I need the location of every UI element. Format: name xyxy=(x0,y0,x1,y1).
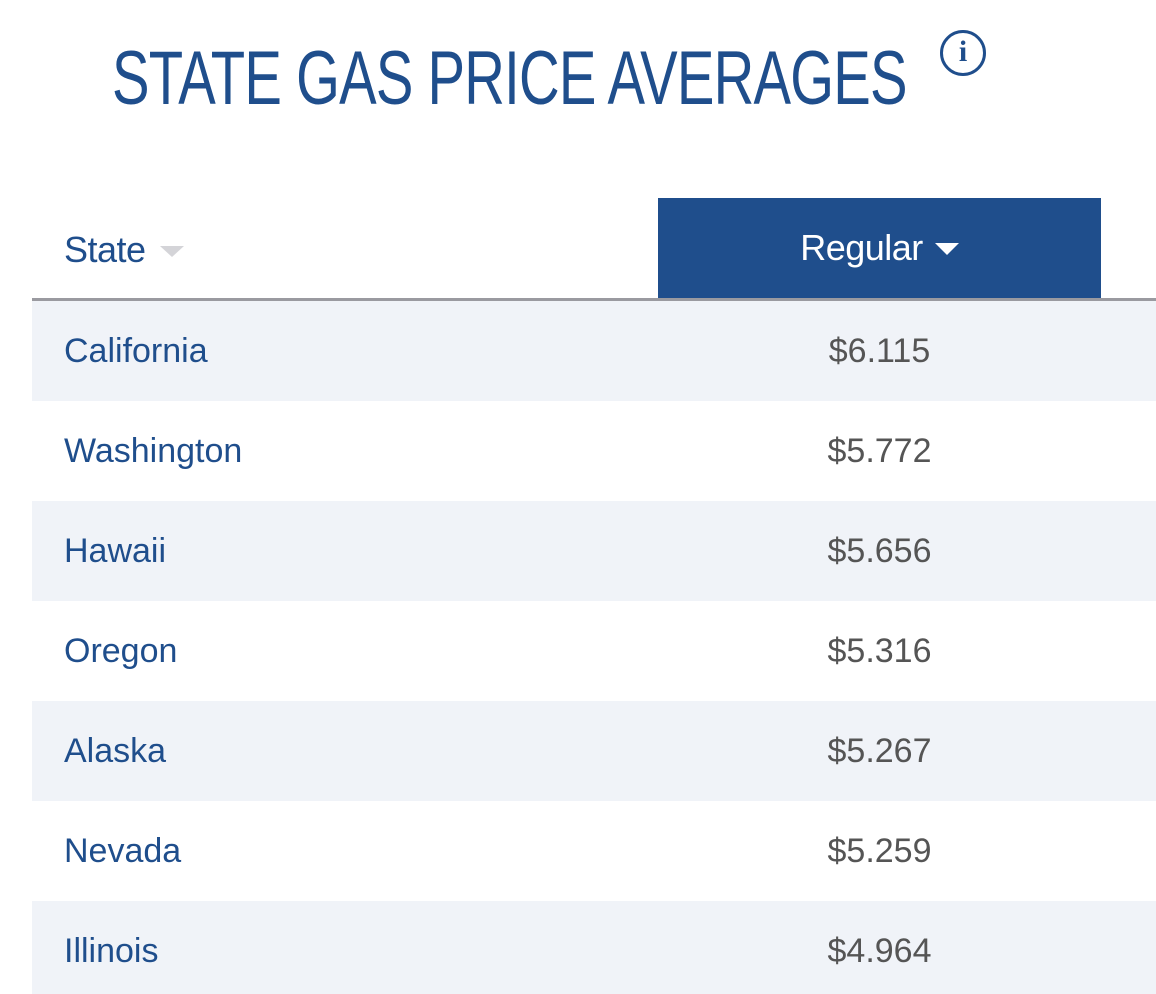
gas-price-table: State Regular California $6.115 Washingt… xyxy=(32,198,1156,994)
column-header-state-label: State xyxy=(64,229,146,270)
state-link[interactable]: Washington xyxy=(64,432,243,470)
regular-price: $4.964 xyxy=(827,932,932,970)
column-header-regular-label: Regular xyxy=(800,227,923,268)
state-link[interactable]: Illinois xyxy=(64,932,159,970)
table-row: Illinois $4.964 xyxy=(32,901,1156,994)
page-title-wrap: STATE GAS PRICE AVERAGES xyxy=(112,34,1156,124)
info-icon[interactable]: i xyxy=(940,30,986,76)
table-row: California $6.115 xyxy=(32,301,1156,401)
regular-price: $5.772 xyxy=(827,432,932,470)
regular-price: $5.259 xyxy=(827,832,932,870)
state-link[interactable]: California xyxy=(64,332,208,370)
regular-price: $5.316 xyxy=(827,632,932,670)
regular-price: $5.267 xyxy=(827,732,932,770)
column-header-regular[interactable]: Regular xyxy=(658,198,1101,298)
sort-caret-down-icon xyxy=(934,243,959,255)
regular-price: $5.656 xyxy=(827,532,932,570)
table-row: Washington $5.772 xyxy=(32,401,1156,501)
state-link[interactable]: Alaska xyxy=(64,732,167,770)
state-link[interactable]: Hawaii xyxy=(64,532,167,570)
state-link[interactable]: Nevada xyxy=(64,832,182,870)
regular-price: $6.115 xyxy=(828,332,931,370)
sort-caret-down-icon xyxy=(159,245,184,257)
table-row: Hawaii $5.656 xyxy=(32,501,1156,601)
table-header: State Regular xyxy=(32,198,1156,301)
table-row: Oregon $5.316 xyxy=(32,601,1156,701)
column-header-state[interactable]: State xyxy=(64,226,184,274)
table-row: Nevada $5.259 xyxy=(32,801,1156,901)
state-link[interactable]: Oregon xyxy=(64,632,178,670)
page-title: STATE GAS PRICE AVERAGES xyxy=(112,36,908,121)
table-row: Alaska $5.267 xyxy=(32,701,1156,801)
